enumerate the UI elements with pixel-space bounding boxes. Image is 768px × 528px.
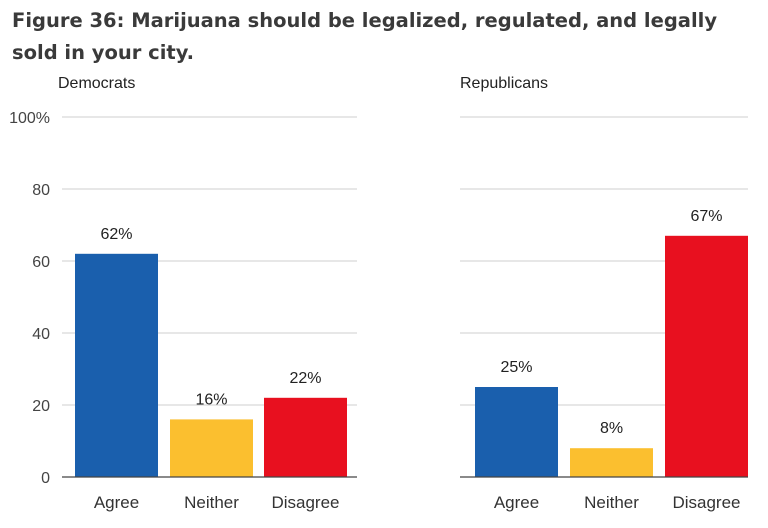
data-label: 22% xyxy=(289,370,321,387)
y-tick-label: 20 xyxy=(32,398,50,415)
figure-title: Figure 36: Marijuana should be legalized… xyxy=(12,9,718,64)
x-tick-label: Agree xyxy=(494,493,539,512)
data-label: 67% xyxy=(690,208,722,225)
bar-disagree xyxy=(264,397,347,477)
bar-disagree xyxy=(665,235,748,477)
y-tick-label: 80 xyxy=(32,182,50,199)
y-tick-label: 0 xyxy=(41,470,50,487)
y-tick-label: 40 xyxy=(32,326,50,343)
x-tick-label: Agree xyxy=(94,493,139,512)
data-label: 62% xyxy=(100,226,132,243)
panel-title: Democrats xyxy=(58,75,135,92)
bar-neither xyxy=(170,419,253,477)
data-label: 25% xyxy=(500,359,532,376)
y-tick-label: 60 xyxy=(32,254,50,271)
bar-agree xyxy=(475,387,558,477)
data-label: 16% xyxy=(195,391,227,408)
x-tick-label: Neither xyxy=(184,493,239,512)
y-tick-label: 100% xyxy=(9,110,50,127)
x-tick-label: Disagree xyxy=(672,493,740,512)
bar-agree xyxy=(75,253,158,477)
x-tick-label: Disagree xyxy=(271,493,339,512)
data-label: 8% xyxy=(600,420,623,437)
x-tick-label: Neither xyxy=(584,493,639,512)
bar-neither xyxy=(570,448,653,477)
panel-title: Republicans xyxy=(460,75,548,92)
